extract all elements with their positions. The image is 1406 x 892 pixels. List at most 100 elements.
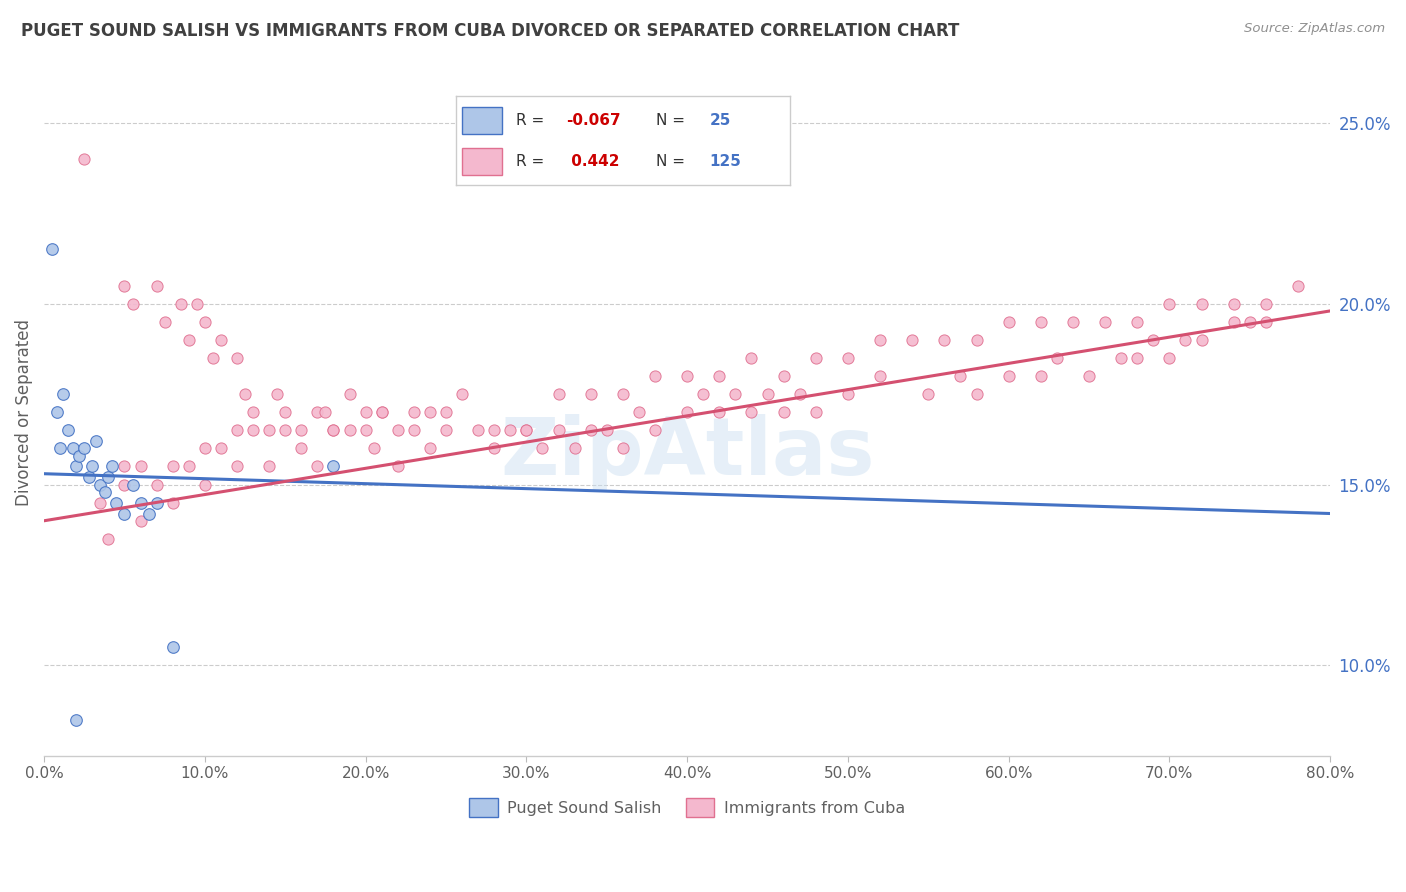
Point: [709, 405, 731, 419]
Point: [177, 459, 200, 474]
Point: [46, 405, 69, 419]
Point: [387, 459, 409, 474]
Point: [162, 496, 184, 510]
Point: [1254, 315, 1277, 329]
Point: [789, 387, 811, 401]
Point: [837, 387, 859, 401]
Point: [1062, 315, 1084, 329]
Point: [177, 333, 200, 347]
Point: [772, 369, 794, 384]
Point: [209, 442, 232, 456]
Point: [934, 333, 956, 347]
Point: [322, 423, 344, 437]
Point: [226, 423, 249, 437]
Point: [114, 459, 136, 474]
Point: [997, 315, 1019, 329]
Text: ZipAtlas: ZipAtlas: [501, 415, 875, 492]
Point: [162, 640, 184, 655]
Point: [579, 423, 602, 437]
Point: [1222, 315, 1244, 329]
Point: [1191, 333, 1213, 347]
Point: [1239, 315, 1261, 329]
Point: [1094, 315, 1116, 329]
Point: [644, 423, 666, 437]
Point: [201, 351, 224, 365]
Point: [194, 442, 217, 456]
Point: [1078, 369, 1101, 384]
Point: [1046, 351, 1069, 365]
Point: [484, 423, 506, 437]
Point: [62, 442, 84, 456]
Point: [756, 387, 779, 401]
Point: [451, 387, 474, 401]
Point: [339, 423, 361, 437]
Point: [627, 405, 650, 419]
Point: [73, 152, 96, 166]
Point: [274, 423, 297, 437]
Point: [1126, 315, 1149, 329]
Point: [100, 459, 122, 474]
Point: [94, 484, 117, 499]
Point: [233, 387, 256, 401]
Point: [499, 423, 522, 437]
Point: [612, 387, 634, 401]
Point: [772, 405, 794, 419]
Point: [114, 477, 136, 491]
Point: [314, 405, 336, 419]
Point: [1222, 296, 1244, 310]
Point: [547, 387, 569, 401]
Point: [966, 333, 988, 347]
Point: [1142, 333, 1164, 347]
Point: [129, 496, 152, 510]
Point: [949, 369, 972, 384]
Point: [363, 442, 385, 456]
Point: [209, 333, 232, 347]
Point: [370, 405, 392, 419]
Point: [145, 496, 167, 510]
Point: [740, 351, 762, 365]
Point: [290, 423, 312, 437]
Point: [65, 459, 87, 474]
Point: [58, 423, 80, 437]
Point: [82, 459, 104, 474]
Text: Source: ZipAtlas.com: Source: ZipAtlas.com: [1244, 22, 1385, 36]
Point: [869, 333, 891, 347]
Point: [997, 369, 1019, 384]
Point: [194, 477, 217, 491]
Point: [65, 713, 87, 727]
Point: [121, 477, 143, 491]
Point: [434, 423, 457, 437]
Point: [121, 296, 143, 310]
Point: [339, 387, 361, 401]
Point: [676, 405, 699, 419]
Point: [129, 514, 152, 528]
Legend: Puget Sound Salish, Immigrants from Cuba: Puget Sound Salish, Immigrants from Cuba: [463, 791, 911, 823]
Point: [837, 351, 859, 365]
Point: [97, 532, 120, 546]
Point: [307, 459, 329, 474]
Point: [370, 405, 392, 419]
Point: [97, 470, 120, 484]
Point: [145, 278, 167, 293]
Point: [676, 369, 699, 384]
Point: [194, 315, 217, 329]
Point: [596, 423, 619, 437]
Point: [1174, 333, 1197, 347]
Point: [804, 351, 827, 365]
Point: [1029, 369, 1052, 384]
Point: [162, 459, 184, 474]
Point: [73, 442, 96, 456]
Point: [1191, 296, 1213, 310]
Point: [145, 477, 167, 491]
Point: [49, 442, 72, 456]
Point: [579, 387, 602, 401]
Point: [612, 442, 634, 456]
Point: [226, 351, 249, 365]
Point: [242, 405, 264, 419]
Point: [41, 243, 63, 257]
Point: [901, 333, 924, 347]
Point: [77, 470, 100, 484]
Point: [69, 449, 91, 463]
Point: [1126, 351, 1149, 365]
Point: [138, 507, 160, 521]
